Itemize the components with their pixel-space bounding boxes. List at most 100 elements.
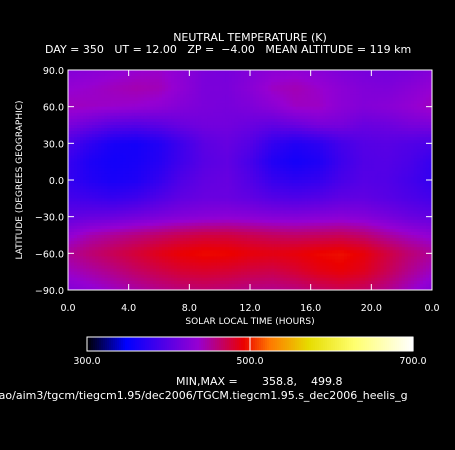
heatmap-cell bbox=[271, 97, 275, 102]
heatmap-cell bbox=[337, 97, 342, 102]
heatmap-cell bbox=[128, 134, 133, 138]
heatmap-cell bbox=[246, 143, 251, 147]
heatmap-cell bbox=[256, 140, 260, 144]
heatmap-cell bbox=[234, 155, 239, 160]
heatmap-cell bbox=[289, 121, 294, 126]
heatmap-cell bbox=[240, 115, 245, 120]
heatmap-cell bbox=[204, 155, 209, 160]
heatmap-cell bbox=[149, 73, 154, 77]
heatmap-cell bbox=[283, 112, 287, 117]
heatmap-cell bbox=[113, 134, 118, 138]
heatmap-cell bbox=[392, 109, 397, 114]
heatmap-cell bbox=[425, 134, 430, 138]
heatmap-cell bbox=[155, 106, 160, 111]
heatmap-cell bbox=[356, 97, 360, 102]
heatmap-cell bbox=[347, 146, 351, 151]
heatmap-cell bbox=[292, 76, 297, 80]
heatmap-cell bbox=[228, 97, 233, 102]
heatmap-cell bbox=[413, 76, 418, 80]
heatmap-cell bbox=[210, 70, 215, 74]
heatmap-cell bbox=[337, 140, 342, 144]
heatmap-cell bbox=[410, 158, 415, 163]
heatmap-cell bbox=[259, 97, 263, 102]
heatmap-cell bbox=[334, 121, 339, 126]
heatmap-cell bbox=[107, 152, 112, 157]
heatmap-cell bbox=[389, 149, 394, 154]
heatmap-cell bbox=[201, 131, 206, 135]
heatmap-cell bbox=[183, 91, 187, 96]
heatmap-cell bbox=[419, 131, 424, 135]
heatmap-cell bbox=[231, 118, 236, 123]
heatmap-cell bbox=[134, 149, 139, 154]
heatmap-cell bbox=[83, 158, 87, 163]
heatmap-cell bbox=[350, 137, 354, 141]
heatmap-cell bbox=[274, 149, 278, 154]
heatmap-cell bbox=[422, 146, 427, 151]
heatmap-cell bbox=[331, 97, 336, 102]
heatmap-cell bbox=[131, 109, 136, 114]
heatmap-cell bbox=[419, 91, 424, 96]
heatmap-cell bbox=[316, 121, 321, 126]
heatmap-cell bbox=[307, 118, 312, 123]
heatmap-cell bbox=[250, 115, 254, 120]
heatmap-cell bbox=[341, 152, 345, 157]
heatmap-cell bbox=[225, 155, 230, 160]
heatmap-cell bbox=[80, 106, 84, 111]
heatmap-cell bbox=[71, 97, 75, 102]
heatmap-cell bbox=[307, 76, 312, 80]
heatmap-cell bbox=[304, 112, 309, 117]
heatmap-cell bbox=[368, 76, 372, 80]
heatmap-cell bbox=[225, 146, 230, 151]
heatmap-cell bbox=[365, 155, 369, 160]
heatmap-cell bbox=[119, 73, 124, 77]
heatmap-cell bbox=[131, 158, 136, 163]
heatmap-cell bbox=[240, 100, 245, 105]
heatmap-cell bbox=[301, 73, 306, 77]
heatmap-cell bbox=[234, 143, 239, 147]
heatmap-cell bbox=[389, 158, 394, 163]
heatmap-cell bbox=[368, 79, 372, 83]
heatmap-cell bbox=[362, 158, 366, 163]
heatmap-cell bbox=[228, 152, 233, 157]
heatmap-cell bbox=[74, 88, 78, 92]
heatmap-cell bbox=[171, 85, 175, 89]
heatmap-cell bbox=[316, 146, 321, 151]
heatmap-cell bbox=[246, 146, 251, 151]
heatmap-cell bbox=[192, 106, 196, 111]
heatmap-cell bbox=[122, 152, 127, 157]
heatmap-cell bbox=[392, 137, 397, 141]
heatmap-cell bbox=[143, 118, 148, 123]
heatmap-cell bbox=[231, 70, 236, 74]
heatmap-cell bbox=[371, 140, 375, 144]
heatmap-cell bbox=[410, 112, 415, 117]
heatmap-cell bbox=[195, 152, 200, 157]
heatmap-cell bbox=[186, 82, 190, 86]
heatmap-cell bbox=[92, 103, 96, 108]
heatmap-cell bbox=[213, 125, 218, 129]
heatmap-cell bbox=[341, 158, 345, 163]
heatmap-cell bbox=[137, 70, 142, 74]
heatmap-cell bbox=[392, 128, 397, 132]
heatmap-cell bbox=[68, 94, 72, 99]
heatmap-cell bbox=[143, 140, 148, 144]
heatmap-cell bbox=[159, 161, 163, 166]
heatmap-cell bbox=[86, 152, 90, 157]
heatmap-cell bbox=[104, 85, 109, 89]
heatmap-cell bbox=[292, 149, 297, 154]
heatmap-cell bbox=[259, 155, 263, 160]
heatmap-cell bbox=[207, 85, 212, 89]
heatmap-cell bbox=[71, 131, 75, 135]
heatmap-cell bbox=[331, 103, 336, 108]
heatmap-cell bbox=[286, 100, 291, 105]
heatmap-cell bbox=[304, 149, 309, 154]
heatmap-cell bbox=[422, 115, 427, 120]
heatmap-cell bbox=[413, 91, 418, 96]
heatmap-cell bbox=[295, 152, 300, 157]
heatmap-cell bbox=[250, 140, 254, 144]
heatmap-cell bbox=[277, 109, 281, 114]
heatmap-cell bbox=[143, 100, 148, 105]
heatmap-cell bbox=[86, 100, 90, 105]
heatmap-cell bbox=[216, 128, 221, 132]
heatmap-cell bbox=[353, 155, 357, 160]
heatmap-cell bbox=[234, 103, 239, 108]
